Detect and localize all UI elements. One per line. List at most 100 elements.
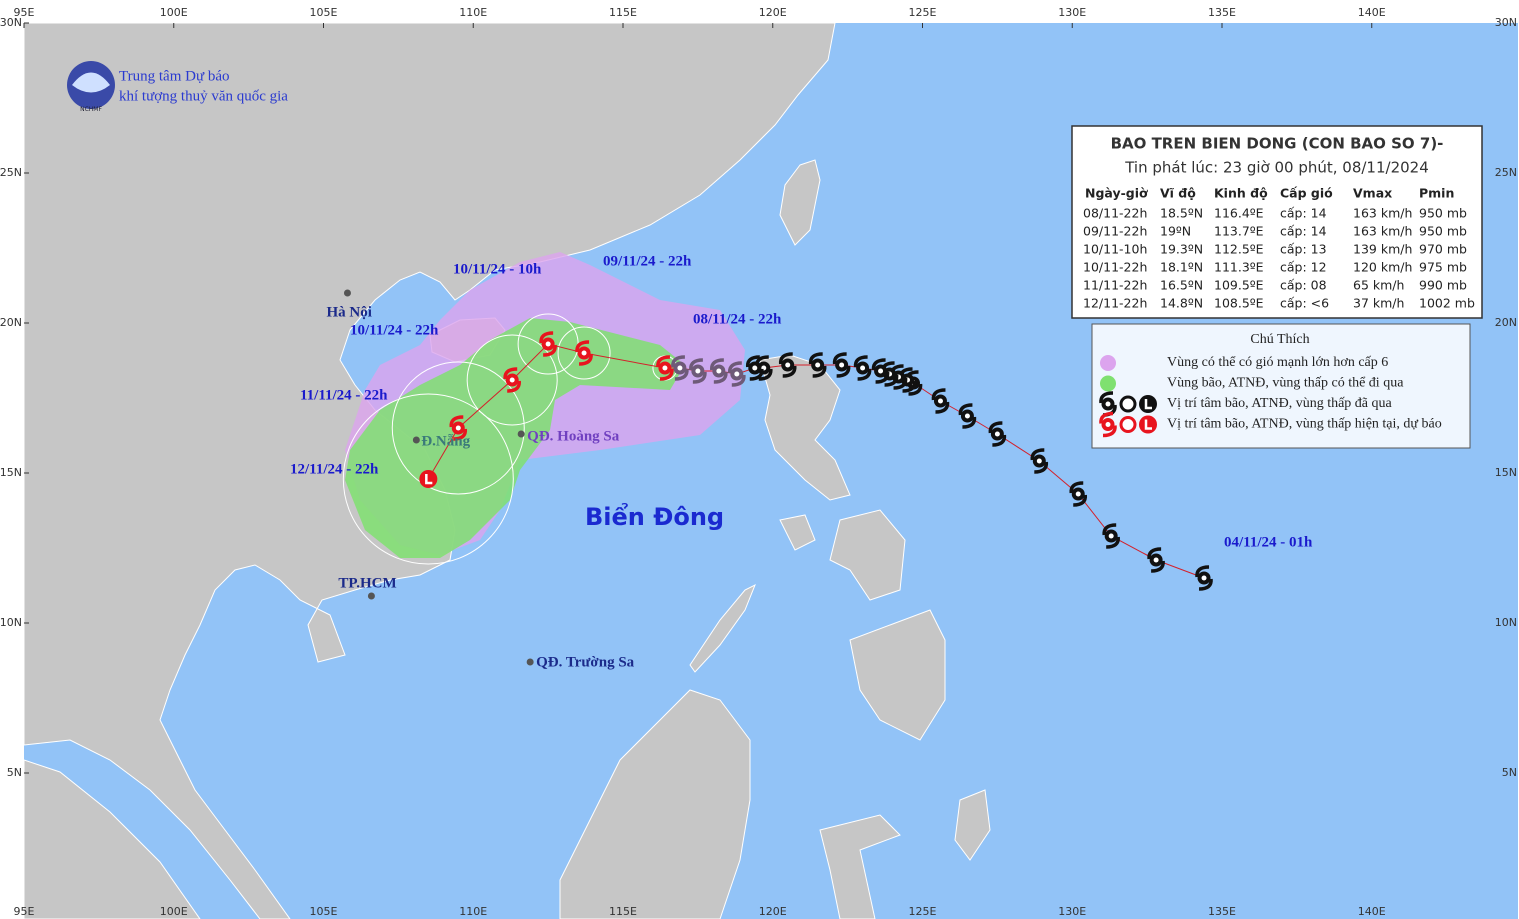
storm-symbol: [1099, 411, 1117, 438]
storm-symbol: [832, 352, 851, 378]
legend-swatch: [1100, 375, 1116, 392]
symbol-eye: [815, 362, 821, 368]
table-cell: 10/11-10h: [1083, 242, 1147, 257]
symbol-eye: [695, 368, 701, 374]
taiwan: [779, 159, 821, 246]
symbol-arm: [1147, 547, 1165, 573]
lon-tick-label: 125E: [909, 6, 937, 19]
lon-tick-label: 120E: [759, 905, 787, 918]
time-label: 12/11/24 - 22h: [290, 461, 379, 477]
symbol-arm: [1069, 481, 1088, 507]
table-cell: 108.5ºE: [1214, 296, 1264, 311]
symbol-letter: [1144, 399, 1152, 410]
bulletin-box: [1071, 125, 1483, 319]
lon-tick-label: 130E: [1058, 6, 1086, 19]
logo-line: Trung tâm Dự báo: [119, 68, 230, 84]
legend: Chú Thích Vùng có thể có gió mạnh lớn hơ…: [1091, 323, 1471, 449]
lat-tick-label: 15N: [1495, 466, 1517, 479]
legend-label: Vùng có thể có gió mạnh lớn hơn cấp 6: [1167, 355, 1388, 370]
lon-tick-label: 135E: [1208, 905, 1236, 918]
wind-radius: [342, 393, 514, 565]
logo-wave: [72, 72, 110, 93]
symbol-eye: [1036, 458, 1042, 464]
symbol-arm: [931, 388, 950, 414]
lon-tick-label: 120E: [759, 6, 787, 19]
storm-symbol: [575, 340, 593, 366]
symbol-eye: [1105, 422, 1111, 427]
table-cell: 111.3ºE: [1214, 260, 1264, 275]
table-cell: 12/11-22h: [1083, 296, 1147, 311]
table-cell: 109.5ºE: [1214, 278, 1264, 293]
symbol-eye: [1075, 491, 1081, 497]
symbol-arm: [689, 358, 707, 384]
symbol-disc: [1119, 395, 1137, 413]
symbol-eye: [1108, 533, 1114, 539]
lon-tick-label: 105E: [310, 6, 338, 19]
symbol-arm: [832, 352, 851, 378]
table-cell: cấp: 12: [1280, 260, 1327, 275]
lat-tick-label: 10N: [0, 616, 22, 629]
table-cell: 950 mb: [1419, 206, 1467, 221]
symbol-eye: [455, 425, 461, 431]
table-header: Ngày-giờ: [1085, 186, 1148, 201]
lon-tick-label: 100E: [160, 6, 188, 19]
symbol-eye: [581, 350, 587, 356]
table-cell: 950 mb: [1419, 224, 1467, 239]
table-header: Cấp gió: [1280, 186, 1333, 201]
symbol-arm: [449, 415, 468, 441]
place-label: QĐ. Hoàng Sa: [527, 428, 620, 444]
table-cell: 116.4ºE: [1214, 206, 1264, 221]
symbol-eye: [545, 341, 551, 347]
symbol-arm: [1102, 523, 1120, 549]
lon-tick-label: 110E: [459, 6, 487, 19]
symbol-arm: [853, 355, 872, 381]
table-cell: 120 km/h: [1353, 260, 1412, 275]
place-label: Đ.Nẵng: [421, 433, 470, 449]
table-cell: 18.1ºN: [1160, 260, 1203, 275]
symbol-arm: [808, 352, 827, 378]
bulletin-issued: Tin phát lúc: 23 giờ 00 phút, 08/11/2024: [1124, 159, 1429, 177]
symbol-disc: [419, 470, 438, 488]
symbol-arm: [778, 352, 797, 378]
lon-tick-label: 105E: [310, 905, 338, 918]
storm-zone: [345, 318, 685, 558]
lat-tick-label: 20N: [0, 316, 22, 329]
symbol-eye: [716, 368, 722, 374]
table-header: Pmin: [1419, 186, 1454, 201]
mindanao: [849, 609, 946, 741]
storm-symbol: [931, 388, 950, 414]
bulletin-table: Ngày-giờ Vĩ độ Kinh độ Cấp gió Vmax Pmin 08/11…: [1083, 186, 1475, 311]
logo-line: khí tượng thuỷ văn quốc gia: [119, 88, 288, 104]
storm-symbol: [1119, 395, 1137, 413]
table-cell: 163 km/h: [1353, 206, 1412, 221]
time-label: 09/11/24 - 22h: [603, 253, 692, 269]
logo: NCHMF Trung tâm Dự báo khí tượng thuỷ vă…: [67, 61, 288, 113]
table-header: Vĩ độ: [1160, 186, 1196, 201]
storm-symbol: [449, 415, 468, 441]
logo-abbr: NCHMF: [80, 106, 102, 113]
lon-tick-label: 140E: [1358, 6, 1386, 19]
symbol-eye: [734, 371, 740, 377]
storm-symbol: [808, 352, 827, 378]
table-cell: 37 km/h: [1353, 296, 1404, 311]
table-cell: 113.7ºE: [1214, 224, 1264, 239]
storm-symbol: [1195, 565, 1213, 591]
time-label: 04/11/24 - 01h: [1224, 534, 1313, 550]
table-cell: 18.5ºN: [1160, 206, 1203, 221]
storm-symbol: [1069, 481, 1088, 507]
time-label: 10/11/24 - 22h: [350, 322, 439, 338]
symbol-letter: [425, 474, 433, 485]
table-cell: 112.5ºE: [1214, 242, 1264, 257]
symbol-eye: [839, 362, 845, 368]
symbol-arm: [988, 421, 1007, 447]
lat-tick-label: 25N: [0, 166, 22, 179]
legend-swatch: [1100, 355, 1116, 371]
palawan: [689, 583, 756, 673]
luzon: [759, 354, 851, 501]
lon-tick-label: 95E: [14, 6, 35, 19]
lat-tick-label: 5N: [7, 766, 22, 779]
storm-symbol: [710, 358, 728, 384]
bulletin: BAO TREN BIEN DONG (CON BAO SO 7)- Tin p…: [1071, 125, 1483, 319]
table-cell: 08/11-22h: [1083, 206, 1147, 221]
